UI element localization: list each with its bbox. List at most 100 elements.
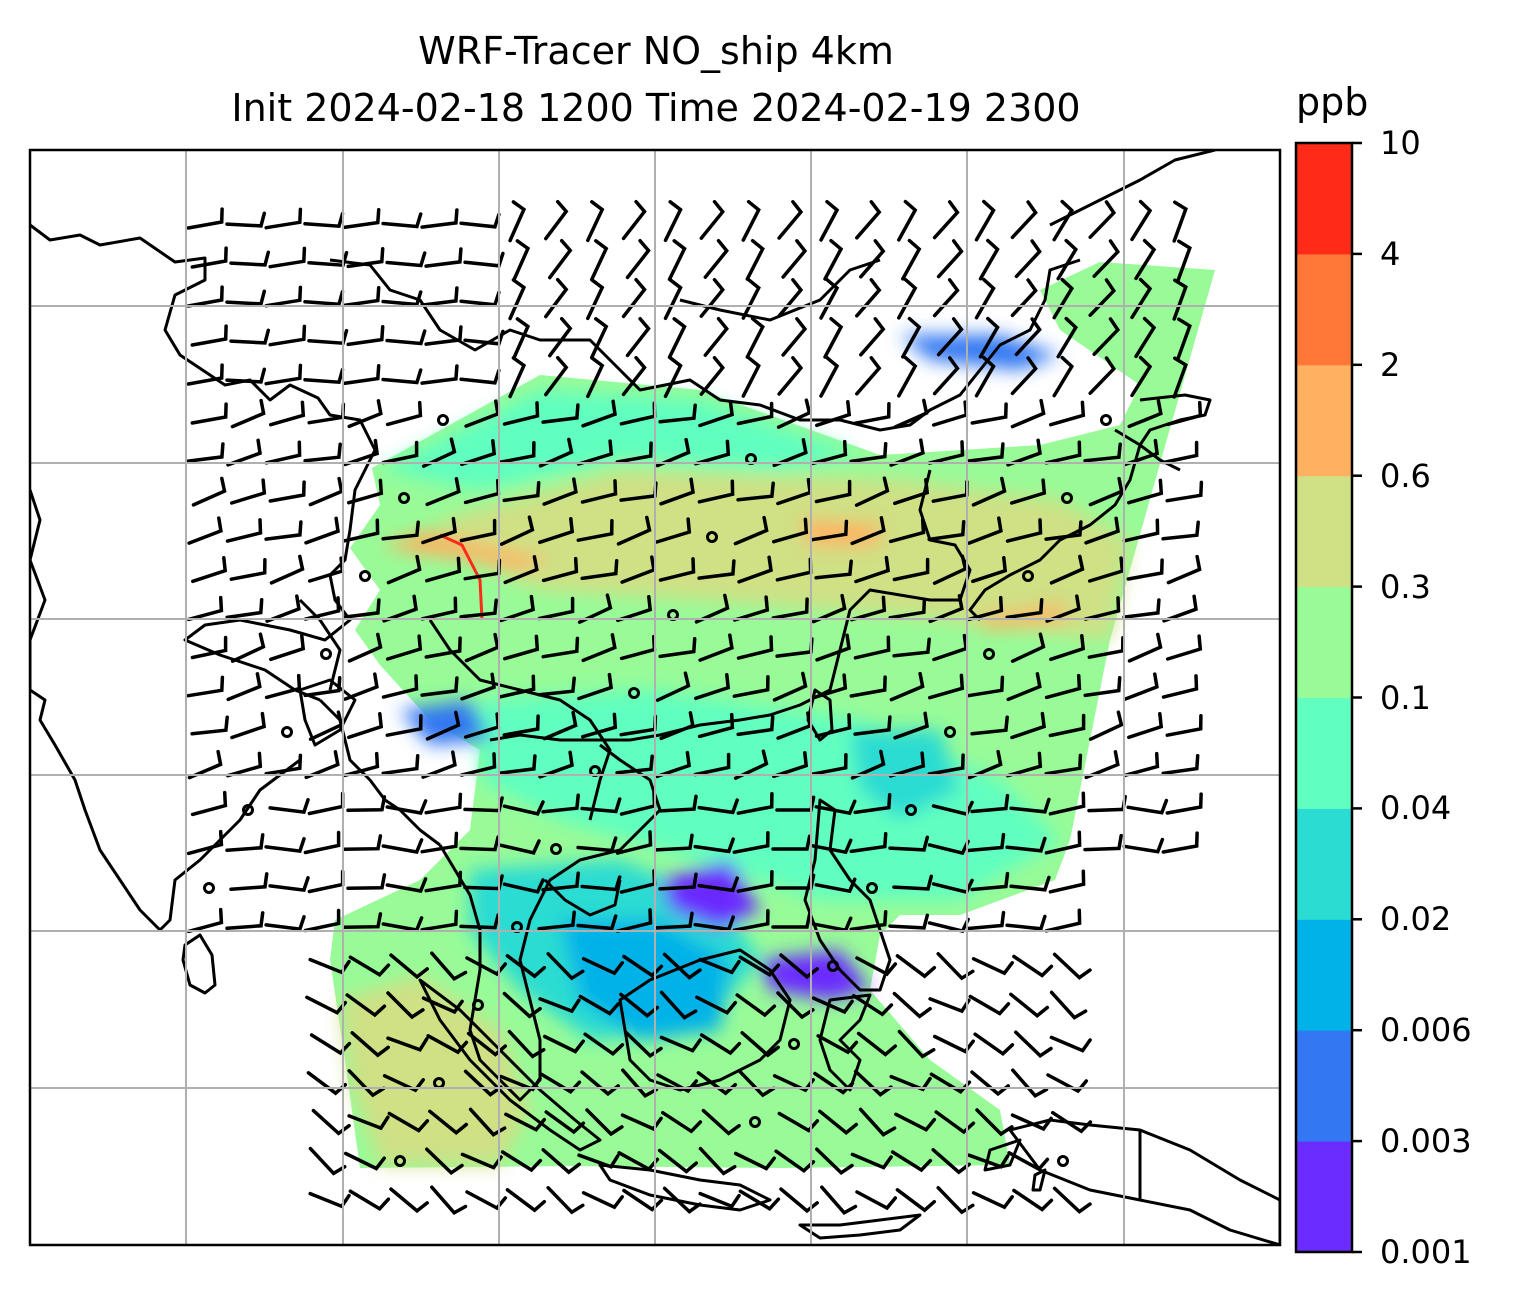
wind-barb (347, 399, 383, 429)
wind-barb (1044, 753, 1083, 776)
wind-barb (856, 1031, 898, 1057)
wind-barb (814, 799, 857, 816)
wind-barb (776, 398, 812, 429)
wind-barb (659, 990, 698, 1020)
wind-barb (1010, 1113, 1053, 1132)
wind-barb (1134, 316, 1157, 359)
wind-barb (544, 277, 569, 319)
map-frame (28, 148, 1282, 1247)
wind-barb (732, 675, 770, 698)
wind-barb (541, 871, 580, 892)
wind-calm-marker (1057, 1155, 1069, 1167)
colorbar-tick-label: 0.6 (1380, 456, 1431, 495)
wind-barb (663, 200, 683, 243)
wind-barb (1092, 317, 1121, 356)
wind-barb (849, 675, 887, 698)
wind-barb (699, 355, 725, 396)
wind-barb (1083, 675, 1122, 698)
wind-barb (186, 595, 224, 622)
wind-barb (849, 441, 888, 464)
wind-barb (230, 711, 267, 740)
wind-barb (698, 399, 735, 428)
wind-barb (1161, 831, 1199, 854)
wind-barb (745, 316, 765, 359)
wind-barb (225, 751, 263, 778)
wind-calm-marker (628, 687, 640, 699)
wind-barb (350, 1031, 390, 1058)
wind-barb (928, 594, 964, 624)
wind-barb (655, 437, 691, 468)
wind-barb (967, 516, 1003, 545)
wind-barb (967, 749, 1003, 780)
wind-barb (308, 957, 351, 975)
wind-barb (576, 439, 614, 466)
wind-barb (771, 834, 812, 851)
wind-barb (659, 477, 695, 506)
wind-barb (459, 290, 501, 307)
wind-barb (385, 799, 428, 815)
wind-barb (698, 1191, 741, 1209)
wind-barb (544, 355, 569, 397)
wind-barb (888, 517, 926, 544)
wind-barb (777, 278, 804, 318)
wind-barb (745, 238, 765, 281)
wind-barb (966, 832, 1006, 853)
wind-barb (508, 278, 527, 321)
wind-barb (1084, 516, 1120, 545)
wind-barb (736, 792, 774, 815)
wind-barb (502, 480, 541, 503)
wind-barb (1010, 398, 1046, 429)
colorbar-tick-label: 0.04 (1380, 789, 1452, 828)
wind-barb (1012, 954, 1054, 978)
wind-barb (855, 200, 882, 240)
wind-barb (657, 1148, 699, 1174)
wind-barb (892, 991, 932, 1019)
wind-barb (694, 673, 731, 701)
wind-barb (697, 479, 735, 504)
wind-barb (186, 285, 224, 308)
wind-barb (1083, 833, 1123, 852)
wind-barb (732, 595, 770, 622)
tracer-band-peak-east (970, 605, 1070, 630)
wind-barb (386, 991, 425, 1020)
wind-barb (736, 401, 774, 426)
wind-barb (541, 1148, 581, 1175)
wind-barb (779, 953, 819, 980)
wind-barb (1049, 554, 1085, 585)
coastline-gulf-thailand (543, 878, 622, 917)
wind-barb (385, 714, 423, 737)
coastline-bangladesh (298, 678, 357, 747)
wind-barb (655, 750, 692, 779)
wind-barb (346, 795, 387, 813)
wind-barb (303, 367, 345, 385)
wind-barb (459, 518, 497, 543)
wind-calm-marker (706, 531, 718, 543)
wind-barb (425, 1147, 464, 1176)
wind-barb (1166, 554, 1202, 585)
wind-calm-marker (1100, 414, 1112, 426)
wind-barb (307, 791, 345, 816)
wind-barb (463, 251, 505, 268)
wind-barb (966, 910, 1006, 931)
wind-barb (1010, 356, 1038, 396)
wind-barb (1127, 399, 1163, 429)
wind-barb (855, 278, 882, 318)
wind-barb (654, 833, 694, 852)
wind-barb (1084, 750, 1120, 780)
wind-barb (849, 595, 887, 622)
wind-barb (656, 1073, 699, 1094)
wind-barb (346, 478, 384, 505)
wind-barb (733, 515, 769, 546)
wind-barb (741, 277, 761, 320)
tracer-band-minimum-north (900, 335, 1060, 370)
wind-barb (264, 207, 303, 230)
wind-barb (1161, 440, 1199, 465)
wind-barb (971, 476, 1007, 507)
wind-barb (615, 441, 653, 464)
wind-barb (897, 199, 918, 242)
wind-barb (581, 957, 624, 976)
wind-barb (500, 1150, 543, 1173)
wind-barb (772, 751, 809, 779)
wind-barb (772, 671, 808, 702)
wind-barb (424, 247, 463, 268)
